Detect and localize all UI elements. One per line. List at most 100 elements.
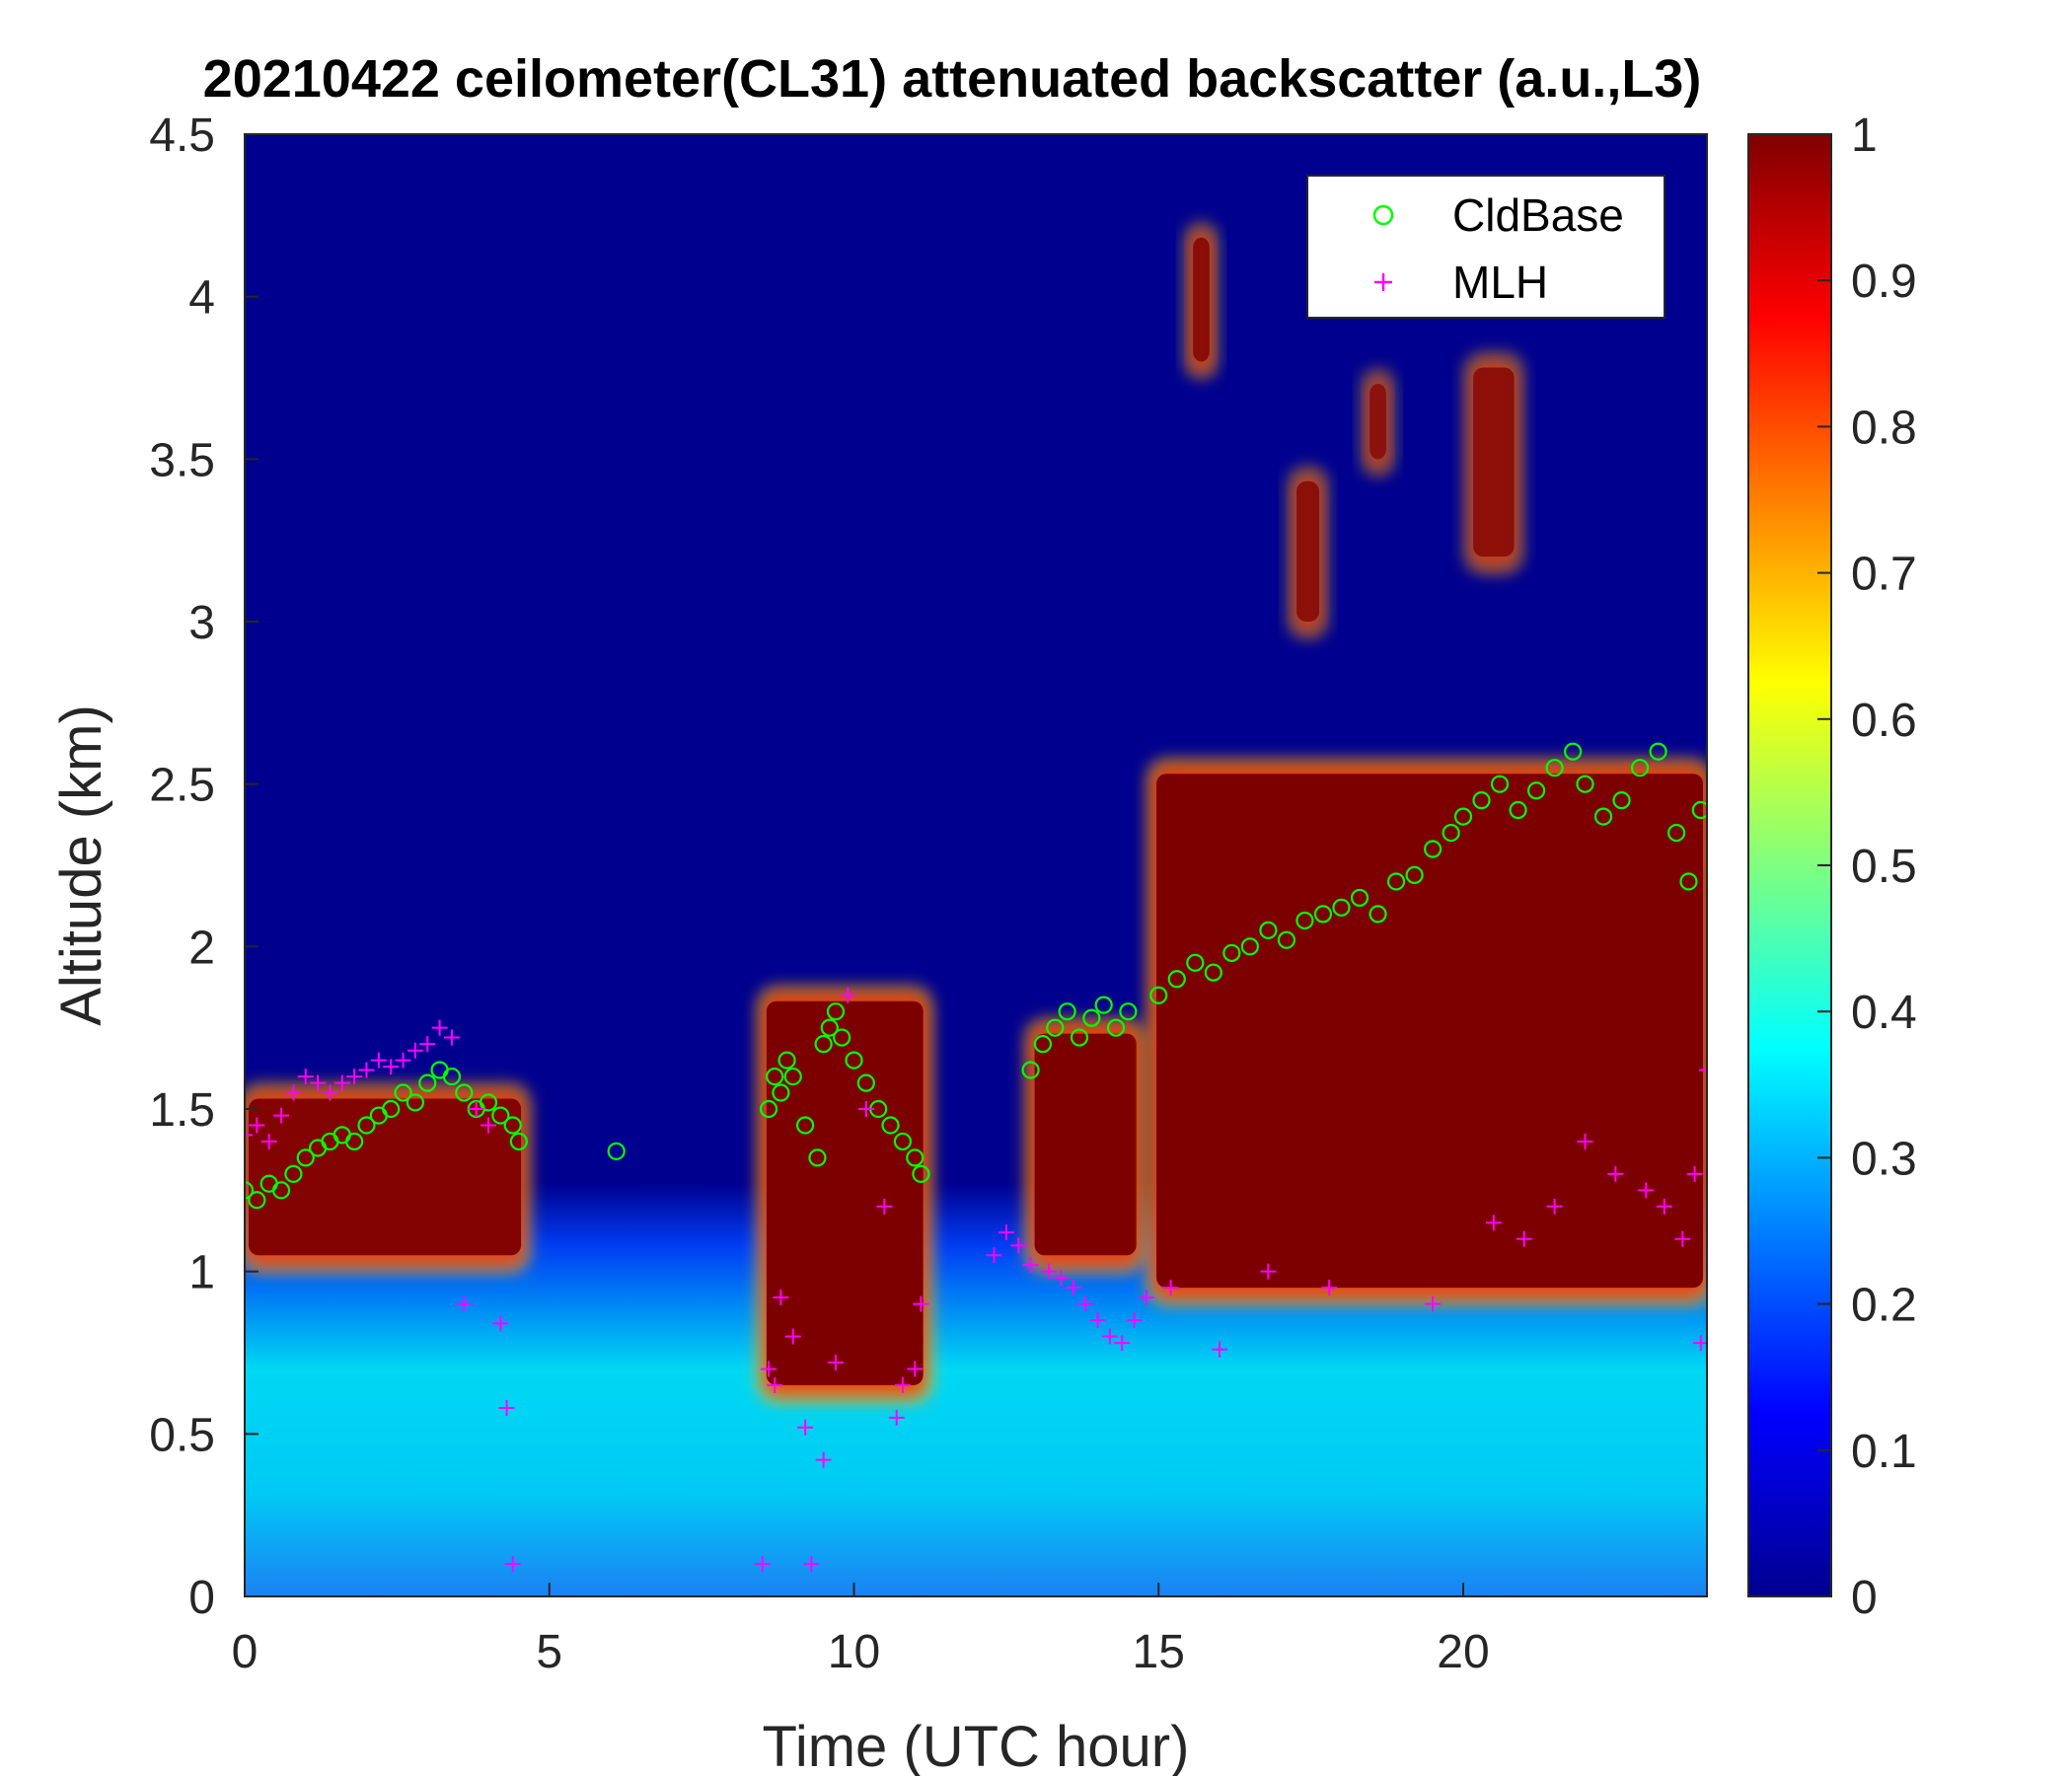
cldbase-point: [1453, 807, 1473, 826]
mlh-point: [481, 1117, 496, 1134]
series-mlh: [245, 987, 1707, 1573]
mlh-point: [358, 1062, 375, 1078]
mlh-point: [1162, 1280, 1179, 1296]
mlh-point: [273, 1107, 290, 1124]
mlh-point: [431, 1019, 448, 1036]
plot-area: [245, 134, 1707, 1596]
cldbase-point: [442, 1067, 462, 1086]
mlh-point: [245, 1127, 253, 1144]
colorbar-tick-label: 1: [1851, 110, 1878, 162]
colorbar-tick-label: 0.8: [1851, 402, 1917, 454]
cldbase-point: [1472, 791, 1491, 810]
cldbase-point: [1277, 930, 1296, 949]
mlh-point: [1699, 1062, 1707, 1078]
cldbase-point: [491, 1106, 510, 1125]
mlh-point: [249, 1117, 265, 1134]
mlh-point: [1260, 1263, 1277, 1280]
colorbar-tick-label: 0.4: [1851, 987, 1917, 1039]
cldbase-point: [1564, 742, 1583, 761]
cldbase-point: [1630, 759, 1650, 777]
mlh-point: [1321, 1280, 1338, 1296]
mlh-point: [310, 1074, 327, 1091]
mlh-point: [370, 1052, 387, 1069]
mlh-point: [456, 1295, 473, 1312]
cldbase-point: [1424, 840, 1443, 858]
cldbase-point: [607, 1142, 626, 1160]
x-tick-label: 0: [232, 1626, 259, 1678]
mlh-point: [1607, 1165, 1624, 1182]
mlh-point: [498, 1399, 515, 1416]
cldbase-point: [795, 1116, 815, 1135]
y-tick-label: 4: [188, 272, 215, 325]
y-tick-label: 1.5: [149, 1084, 215, 1137]
mlh-point: [857, 1101, 874, 1117]
cldbase-point: [1167, 970, 1186, 989]
chart-title: 20210422 ceilometer(CL31) attenuated bac…: [203, 49, 1702, 109]
x-axis-label: Time (UTC hour): [763, 1715, 1190, 1776]
y-tick-label: 4.5: [149, 110, 215, 162]
cldbase-point: [503, 1116, 522, 1135]
cldbase-point: [1612, 791, 1631, 810]
cldbase-point: [1405, 865, 1424, 884]
cldbase-point: [808, 1148, 827, 1167]
y-tick-label: 2: [188, 922, 215, 974]
cldbase-point: [1350, 888, 1369, 908]
mlh-point: [1516, 1230, 1532, 1247]
cldbase-point: [1149, 986, 1168, 1004]
y-tick-label: 0: [188, 1572, 215, 1624]
mlh-point: [827, 1354, 844, 1370]
cldbase-point: [1094, 996, 1113, 1014]
cldbase-point: [820, 1018, 839, 1037]
cldbase-point: [296, 1148, 315, 1167]
colorbar-tick-label: 0: [1851, 1572, 1878, 1624]
cldbase-point: [912, 1164, 930, 1183]
mlh-point: [773, 1290, 789, 1306]
cldbase-point: [845, 1051, 863, 1070]
cldbase-point: [906, 1148, 925, 1167]
mlh-point: [888, 1409, 905, 1426]
feature-core: [1473, 367, 1515, 557]
cldbase-point: [1369, 905, 1387, 924]
cldbase-point: [1021, 1061, 1040, 1079]
mlh-point: [1114, 1335, 1131, 1352]
mlh-point: [1010, 1237, 1027, 1254]
mlh-point: [1212, 1341, 1227, 1358]
cldbase-point: [284, 1164, 303, 1183]
mlh-point: [407, 1042, 423, 1059]
mlh-point: [346, 1069, 363, 1085]
cldbase-point: [357, 1116, 376, 1135]
cldbase-point: [1442, 823, 1460, 843]
cldbase-point: [826, 1002, 846, 1021]
colorbar-ticks: 0 0.1 0.2 0.3 0.4 0.5 0.6 0.7 0.8 0.9 1: [1817, 110, 1917, 1624]
cldbase-point: [382, 1099, 401, 1119]
mlh-point: [1686, 1165, 1703, 1182]
cldbase-point: [1386, 872, 1406, 891]
feature-core: [1156, 774, 1703, 1289]
mlh-point: [767, 1376, 783, 1393]
cldbase-point: [1222, 943, 1241, 963]
mlh-point: [504, 1556, 521, 1573]
cldbase-point: [1106, 1018, 1126, 1037]
mlh-point: [1053, 1270, 1070, 1287]
cldbase-point: [1070, 1028, 1089, 1047]
mlh-point: [784, 1328, 801, 1345]
feature-core: [1296, 481, 1319, 622]
cldbase-point: [1526, 781, 1546, 800]
mlh-point: [1101, 1328, 1118, 1345]
cldbase-point: [406, 1093, 424, 1112]
colorbar-tick-label: 0.1: [1851, 1426, 1917, 1478]
colorbar-tick-label: 0.6: [1851, 695, 1917, 747]
mlh-point: [419, 1036, 436, 1053]
mlh-point: [297, 1069, 314, 1085]
y-tick-label: 2.5: [149, 760, 215, 812]
cldbase-point: [1490, 775, 1510, 793]
mlh-point: [876, 1198, 893, 1215]
cldbase-point: [1313, 905, 1333, 924]
mlh-point: [894, 1376, 911, 1393]
cldbase-point: [1332, 898, 1351, 917]
y-tick-label: 3.5: [149, 434, 215, 486]
mlh-point: [322, 1084, 338, 1101]
legend-box: [1306, 175, 1665, 319]
backscatter-features: [245, 221, 1707, 1403]
